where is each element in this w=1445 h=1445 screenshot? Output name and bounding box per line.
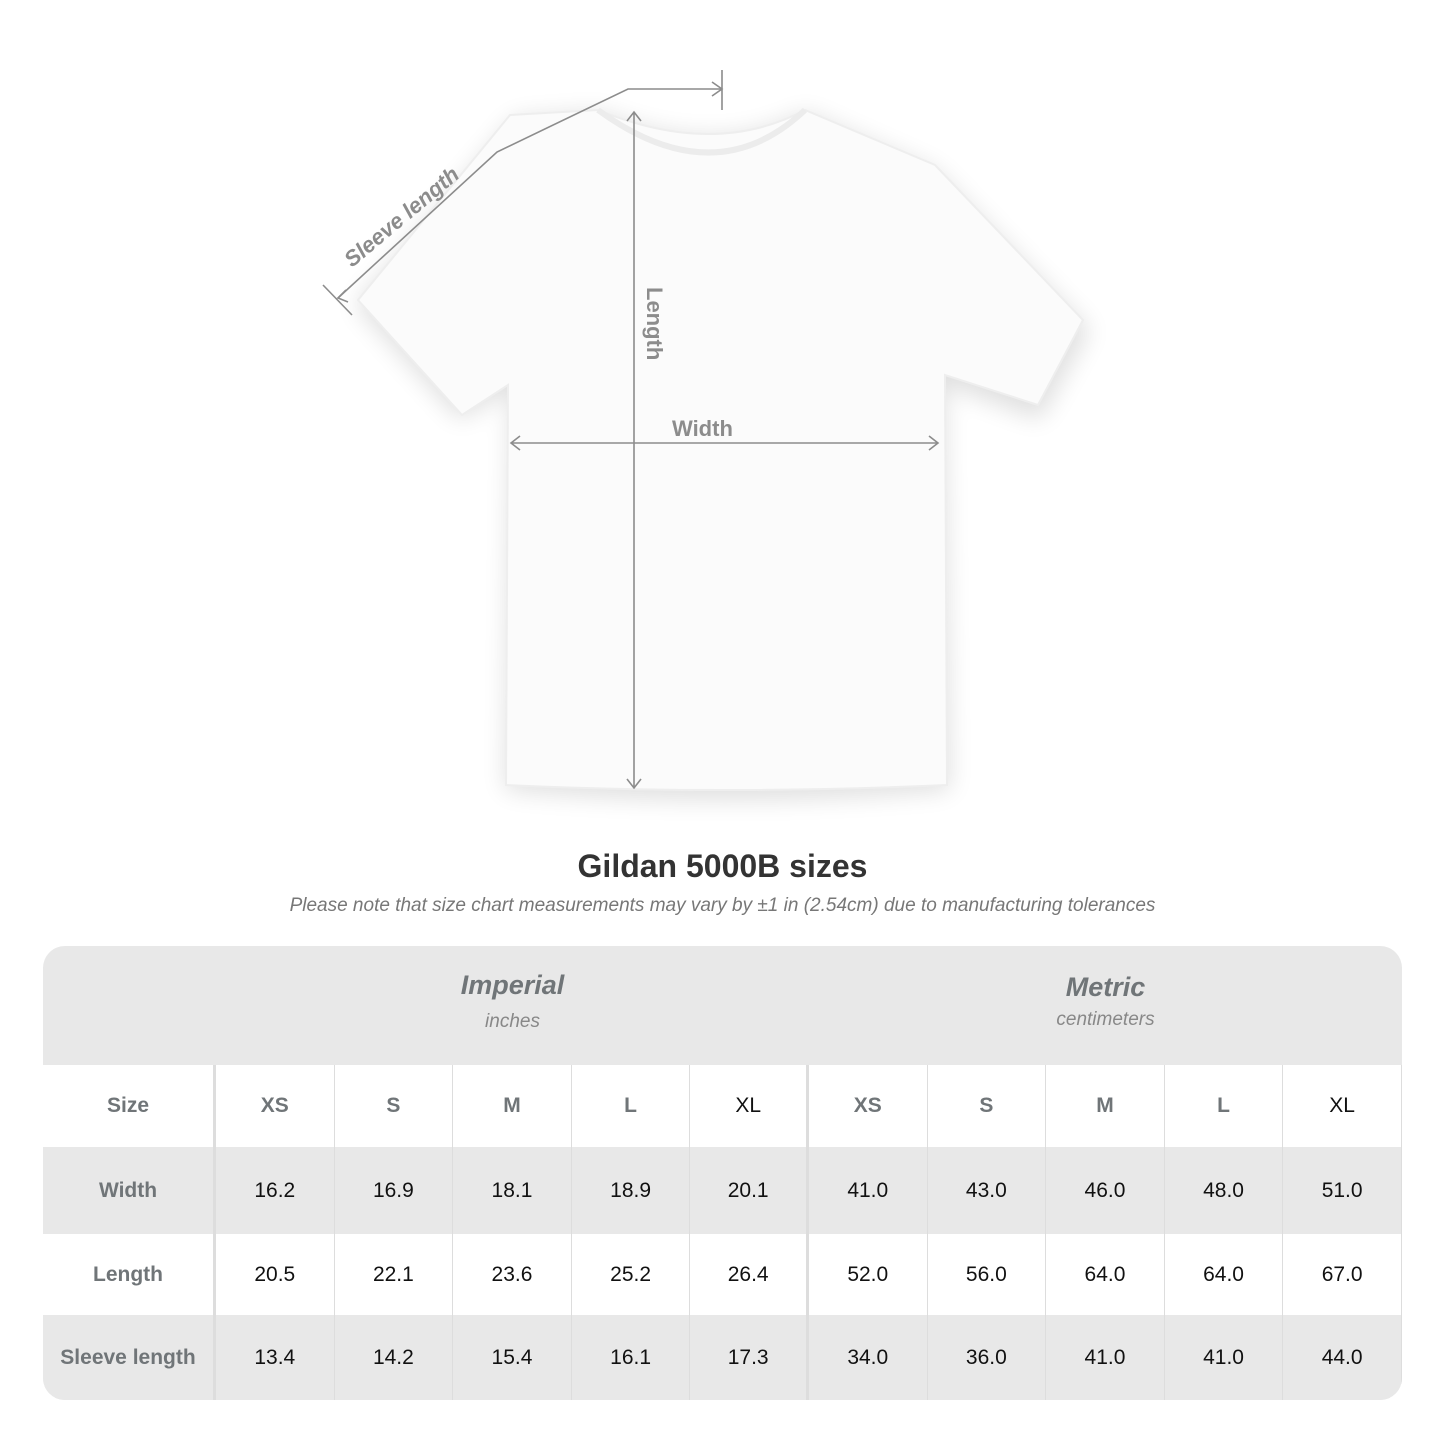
- size-header-cell: XL: [1283, 1065, 1402, 1147]
- size-header-cell: XS: [216, 1065, 335, 1147]
- size-header-cell: M: [1046, 1065, 1165, 1147]
- size-header-row: Size XS S M L XL XS S M L XL: [43, 1065, 1402, 1147]
- value-cell: 16.2: [216, 1147, 335, 1234]
- value-cell: 41.0: [1046, 1315, 1165, 1400]
- value-cell: 17.3: [690, 1315, 809, 1400]
- row-label: Length: [43, 1234, 216, 1315]
- value-cell: 14.2: [335, 1315, 454, 1400]
- value-cell: 18.9: [572, 1147, 691, 1234]
- width-label: Width: [672, 416, 733, 441]
- width-measure-line: [509, 435, 940, 451]
- sleeve-measure-line: [337, 88, 722, 299]
- value-cell: 64.0: [1046, 1234, 1165, 1315]
- measure-lines: [322, 70, 940, 790]
- size-header-cell: L: [1165, 1065, 1284, 1147]
- value-cell: 36.0: [928, 1315, 1047, 1400]
- size-header-cell: XL: [690, 1065, 809, 1147]
- tshirt-collar: [596, 107, 808, 156]
- table-row: Sleeve length 13.4 14.2 15.4 16.1 17.3 34.0 36.…: [43, 1315, 1402, 1400]
- value-cell: 52.0: [809, 1234, 928, 1315]
- row-label: Width: [43, 1147, 216, 1234]
- value-cell: 20.5: [216, 1234, 335, 1315]
- tolerance-note: Please note that size chart measurements…: [289, 895, 1156, 916]
- size-table: Imperial inches Metric centimeters Size X…: [43, 946, 1402, 1400]
- value-cell: 18.1: [453, 1147, 572, 1234]
- value-cell: 25.2: [572, 1234, 691, 1315]
- value-cell: 22.1: [335, 1234, 454, 1315]
- length-label: Length: [642, 287, 667, 360]
- table-row: Length 20.5 22.1 23.6 25.2 26.4 52.0 56.0 64.0 64…: [43, 1234, 1402, 1315]
- chart-title: Gildan 5000B sizes: [577, 848, 868, 884]
- tshirt: [356, 108, 1085, 791]
- length-measure-line: [626, 110, 642, 790]
- tshirt-diagram: Sleeve length Length Width: [322, 70, 1090, 800]
- system-unit: centimeters: [1056, 1009, 1155, 1030]
- size-header-cell: M: [453, 1065, 572, 1147]
- size-header-cell: S: [928, 1065, 1047, 1147]
- system-unit: inches: [485, 1011, 540, 1032]
- imperial-header: Imperial inches: [216, 946, 809, 1065]
- value-cell: 20.1: [690, 1147, 809, 1234]
- value-cell: 16.1: [572, 1315, 691, 1400]
- value-cell: 51.0: [1283, 1147, 1402, 1234]
- size-header-cell: L: [572, 1065, 691, 1147]
- system-name: Metric: [1065, 972, 1146, 1002]
- value-cell: 56.0: [928, 1234, 1047, 1315]
- value-cell: 41.0: [809, 1147, 928, 1234]
- value-cell: 43.0: [928, 1147, 1047, 1234]
- size-header-cell: XS: [809, 1065, 928, 1147]
- table-row: Width 16.2 16.9 18.1 18.9 20.1 41.0 43.0 46.0 48.…: [43, 1147, 1402, 1234]
- value-cell: 46.0: [1046, 1147, 1165, 1234]
- value-cell: 67.0: [1283, 1234, 1402, 1315]
- value-cell: 16.9: [335, 1147, 454, 1234]
- value-cell: 26.4: [690, 1234, 809, 1315]
- value-cell: 64.0: [1165, 1234, 1284, 1315]
- value-cell: 41.0: [1165, 1315, 1284, 1400]
- value-cell: 23.6: [453, 1234, 572, 1315]
- row-label: Size: [43, 1065, 216, 1147]
- metric-header: Metric centimeters: [809, 946, 1402, 1065]
- value-cell: 15.4: [453, 1315, 572, 1400]
- row-label: Sleeve length: [43, 1315, 216, 1400]
- value-cell: 48.0: [1165, 1147, 1284, 1234]
- value-cell: 13.4: [216, 1315, 335, 1400]
- value-cell: 44.0: [1283, 1315, 1402, 1400]
- size-header-cell: S: [335, 1065, 454, 1147]
- value-cell: 34.0: [809, 1315, 928, 1400]
- system-name: Imperial: [460, 970, 565, 1000]
